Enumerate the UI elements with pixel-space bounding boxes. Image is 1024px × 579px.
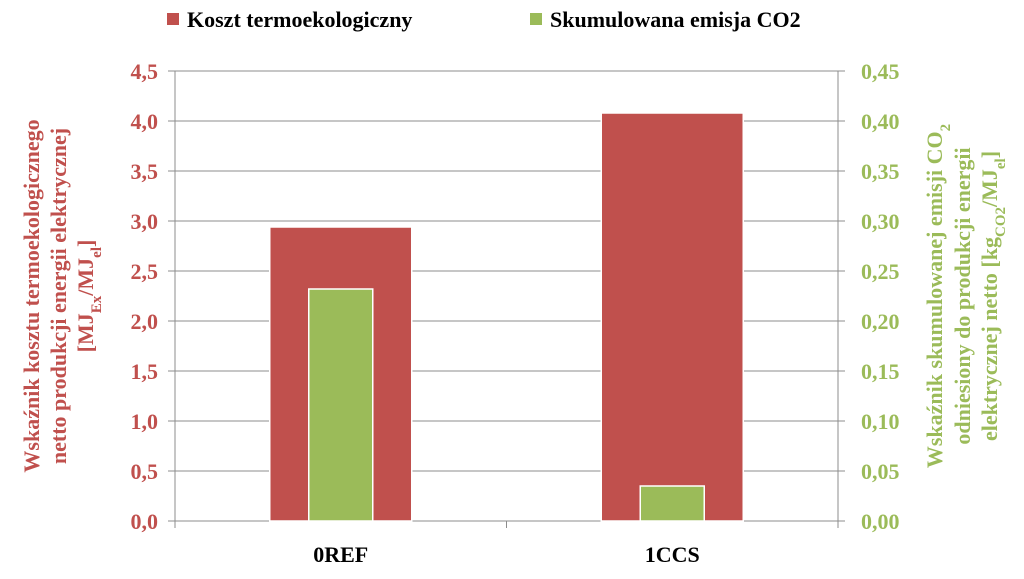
bar-koszt-termoekologiczny-1ccs — [600, 112, 744, 522]
left-axis-title-line: Wskaźnik kosztu termoekologicznego — [19, 119, 44, 472]
right-tick-label: 0,35 — [861, 159, 900, 184]
left-tick-label: 4,0 — [131, 109, 159, 134]
x-tick-label: 0REF — [313, 542, 368, 567]
right-tick-label: 0,25 — [861, 259, 900, 284]
left-tick-label: 3,0 — [131, 209, 159, 234]
left-tick-label: 2,0 — [131, 309, 159, 334]
legend-swatch-skumulowana-emisja-co2 — [530, 13, 542, 25]
right-tick-label: 0,10 — [861, 409, 900, 434]
legend-label-skumulowana-emisja-co2: Skumulowana emisja CO2 — [550, 7, 801, 32]
right-tick-label: 0,05 — [861, 459, 900, 484]
left-tick-label: 1,0 — [131, 409, 159, 434]
right-axis-title-line: elektrycznej netto [kgCO2/MJel] — [977, 151, 1009, 441]
legend: Koszt termoekologiczny Skumulowana emisja… — [167, 7, 801, 32]
left-tick-label: 3,5 — [131, 159, 159, 184]
axis-titles: Wskaźnik kosztu termoekologicznego netto … — [19, 119, 1009, 472]
legend-swatch-koszt-termoekologiczny — [167, 13, 179, 25]
left-tick-label: 0,0 — [131, 509, 159, 534]
left-axis-title-line: [MJEx/MJel] — [73, 240, 105, 353]
right-tick-label: 0,00 — [861, 509, 900, 534]
x-tick-label: 1CCS — [645, 542, 700, 567]
bar-skumulowana-emisja-co2-1ccs — [639, 485, 705, 522]
right-axis-title-line: Wskaźnik skumulowanej emisji CO2 — [922, 124, 954, 468]
bar-skumulowana-emisja-co2-0ref — [308, 288, 374, 522]
tick-labels: 0,0 0,00 0,5 0,05 1,0 0,10 1,5 0,15 2,0 0,20 2,5 0,… — [131, 59, 900, 567]
right-tick-label: 0,45 — [861, 59, 900, 84]
right-tick-label: 0,40 — [861, 109, 900, 134]
right-tick-label: 0,15 — [861, 359, 900, 384]
left-tick-label: 4,5 — [131, 59, 159, 84]
left-tick-label: 0,5 — [131, 459, 159, 484]
right-tick-label: 0,20 — [861, 309, 900, 334]
bars — [269, 112, 744, 522]
left-tick-label: 1,5 — [131, 359, 159, 384]
left-tick-label: 2,5 — [131, 259, 159, 284]
left-axis-title-line: netto produkcji energii elektrycznej — [46, 128, 71, 464]
legend-label-koszt-termoekologiczny: Koszt termoekologiczny — [187, 7, 412, 32]
right-tick-label: 0,30 — [861, 209, 900, 234]
right-axis-title-line: odniesiony do produkcji energii — [950, 147, 975, 444]
